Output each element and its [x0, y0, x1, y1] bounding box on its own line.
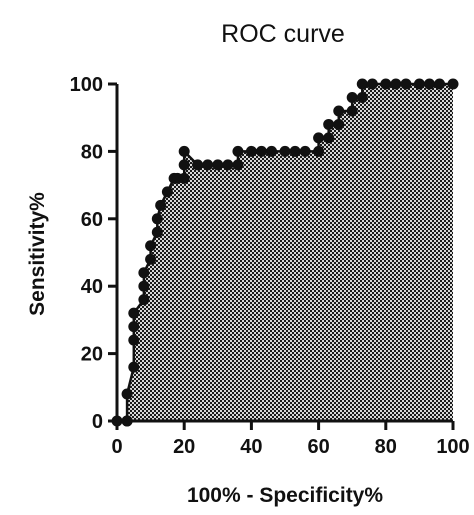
- y-tick-label: 80: [81, 141, 103, 163]
- data-point-marker: [380, 78, 392, 90]
- x-tick-label: 0: [111, 436, 122, 458]
- data-point-marker: [178, 159, 190, 171]
- data-point-marker: [145, 240, 157, 252]
- data-point-marker: [333, 105, 345, 117]
- data-point-marker: [128, 334, 140, 346]
- data-point-marker: [313, 145, 325, 157]
- data-point-marker: [121, 388, 133, 400]
- data-point-marker: [346, 91, 358, 103]
- data-point-marker: [356, 78, 368, 90]
- data-point-marker: [447, 78, 459, 90]
- data-point-marker: [151, 226, 163, 238]
- x-tick-label: 40: [240, 436, 262, 458]
- data-point-marker: [178, 145, 190, 157]
- x-axis-label: 100% - Specificity%: [187, 484, 383, 507]
- data-point-marker: [366, 78, 378, 90]
- data-point-marker: [222, 159, 234, 171]
- data-point-marker: [121, 415, 133, 427]
- y-tick-label: 20: [81, 344, 103, 366]
- axes: 0 20 40 60 80 100 0 20 40 60 80 100: [70, 74, 470, 458]
- data-point-marker: [333, 118, 345, 130]
- data-point-marker: [145, 253, 157, 265]
- data-point-marker: [313, 132, 325, 144]
- data-point-marker: [212, 159, 224, 171]
- x-tick-label: 60: [307, 436, 329, 458]
- y-tick-label: 60: [81, 209, 103, 231]
- data-point-marker: [232, 145, 244, 157]
- data-point-marker: [151, 213, 163, 225]
- data-point-marker: [289, 145, 301, 157]
- y-axis-label: Sensitivity%: [26, 192, 49, 316]
- y-tick-label: 0: [92, 411, 103, 433]
- x-tick-label: 80: [375, 436, 397, 458]
- data-point-marker: [128, 307, 140, 319]
- chart-title: ROC curve: [221, 20, 345, 48]
- x-tick-label: 20: [173, 436, 195, 458]
- markers: [111, 78, 459, 427]
- data-point-marker: [128, 321, 140, 333]
- data-point-marker: [423, 78, 435, 90]
- data-point-marker: [138, 280, 150, 292]
- data-point-marker: [434, 78, 446, 90]
- data-point-marker: [155, 199, 167, 211]
- data-point-marker: [245, 145, 257, 157]
- data-point-marker: [255, 145, 267, 157]
- data-point-marker: [266, 145, 278, 157]
- y-tick-label: 100: [70, 74, 103, 96]
- data-point-marker: [356, 91, 368, 103]
- data-point-marker: [202, 159, 214, 171]
- data-point-marker: [346, 105, 358, 117]
- data-point-marker: [192, 159, 204, 171]
- data-point-marker: [323, 132, 335, 144]
- x-tick-label: 100: [436, 436, 469, 458]
- auc-shaded-area: [117, 84, 453, 421]
- data-point-marker: [178, 172, 190, 184]
- data-point-marker: [413, 78, 425, 90]
- data-point-marker: [161, 186, 173, 198]
- y-tick-label: 40: [81, 276, 103, 298]
- data-point-marker: [299, 145, 311, 157]
- data-point-marker: [138, 294, 150, 306]
- data-point-marker: [279, 145, 291, 157]
- data-point-marker: [400, 78, 412, 90]
- data-point-marker: [390, 78, 402, 90]
- data-point-marker: [232, 159, 244, 171]
- data-point-marker: [111, 415, 123, 427]
- data-point-marker: [128, 361, 140, 373]
- plot-area: [117, 82, 453, 423]
- data-point-marker: [138, 267, 150, 279]
- data-point-marker: [323, 118, 335, 130]
